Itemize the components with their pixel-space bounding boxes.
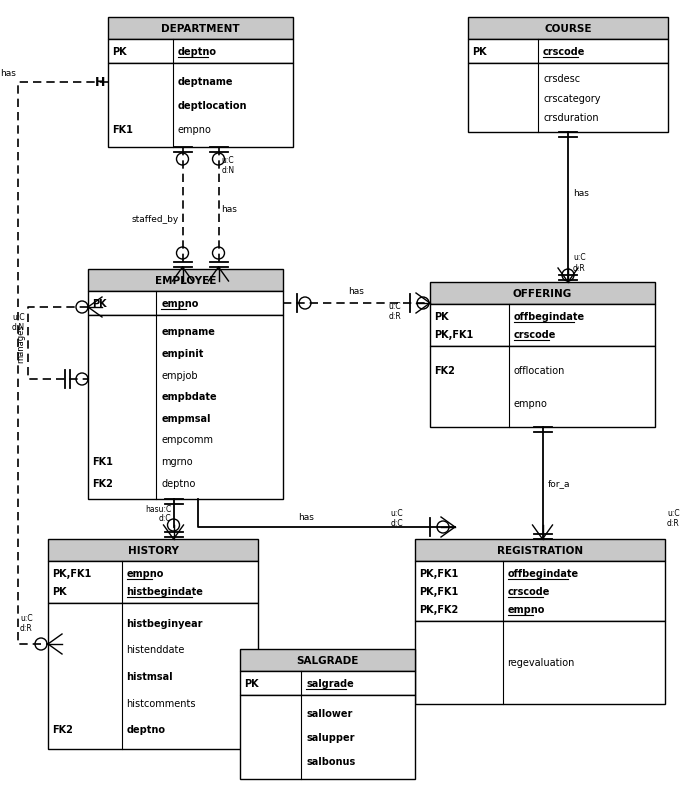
Text: for_a: for_a [547,479,570,488]
Text: PK,FK1: PK,FK1 [434,330,473,339]
Text: regevaluation: regevaluation [508,658,575,668]
Text: crscode: crscode [514,330,556,339]
Text: has: has [298,512,314,521]
Bar [430,346,655,427]
Text: has: has [0,69,16,78]
Text: crscode: crscode [543,47,585,57]
Text: FK1: FK1 [92,456,113,467]
Text: EMPLOYEE: EMPLOYEE [155,276,216,286]
Text: d:C: d:C [159,513,172,522]
Text: deptname: deptname [178,77,233,87]
Bar [240,671,415,695]
Text: histmsal: histmsal [126,671,173,681]
Text: COURSE: COURSE [544,24,592,34]
Text: deptno: deptno [178,47,217,57]
Text: empmsal: empmsal [161,413,210,423]
Text: histbegindate: histbegindate [126,586,204,596]
Text: has: has [221,205,237,213]
Text: PK: PK [244,678,259,688]
Text: empno: empno [514,399,548,408]
Text: empno: empno [161,298,199,309]
Text: empjob: empjob [161,370,198,380]
Text: hasu:C: hasu:C [146,504,172,513]
Text: histenddate: histenddate [126,645,185,654]
Text: crscode: crscode [508,586,550,596]
Bar [240,695,415,779]
Text: PK: PK [112,47,127,57]
Text: mgrno: mgrno [161,456,193,467]
Text: empinit: empinit [161,348,204,358]
Text: u:C
d:R: u:C d:R [20,613,32,632]
Text: u:C
d:C: u:C d:C [391,508,403,528]
Text: H: H [95,76,105,89]
Text: crsdesc: crsdesc [543,74,580,83]
Text: u:C
d:R: u:C d:R [388,302,402,321]
Bar [88,269,283,292]
Bar [108,18,293,40]
Text: offbegindate: offbegindate [514,312,585,322]
Text: empno: empno [178,125,212,135]
Bar [108,64,293,148]
Bar [48,561,258,603]
Bar [430,305,655,346]
Text: has: has [573,188,589,197]
Text: deptno: deptno [126,724,166,734]
Text: OFFERING: OFFERING [513,289,572,298]
Text: staffed_by: staffed_by [131,214,179,223]
Text: PK: PK [434,312,448,322]
Text: empcomm: empcomm [161,435,213,445]
Bar [88,292,283,316]
Text: SALGRADE: SALGRADE [296,655,359,665]
Bar [430,282,655,305]
Text: offlocation: offlocation [514,366,565,376]
Bar [468,40,668,64]
Bar [48,603,258,749]
Bar [468,64,668,133]
Text: empno: empno [508,604,545,614]
Text: sallower: sallower [306,708,353,718]
Bar [108,40,293,64]
Text: crscategory: crscategory [543,93,600,103]
Bar [468,18,668,40]
Text: u:C
d:R: u:C d:R [573,253,586,273]
Text: salupper: salupper [306,732,355,742]
Text: PK,FK1: PK,FK1 [52,569,91,578]
Text: DEPARTMENT: DEPARTMENT [161,24,240,34]
Text: PK: PK [52,586,67,596]
Text: FK1: FK1 [112,125,133,135]
Text: empname: empname [161,327,215,337]
Text: PK,FK1: PK,FK1 [419,569,458,578]
Bar [415,622,665,704]
Text: deptlocation: deptlocation [178,101,247,111]
Text: histbeginyear: histbeginyear [126,618,203,628]
Bar [88,316,283,500]
Text: salgrade: salgrade [306,678,354,688]
Text: deptno: deptno [161,478,196,488]
Text: u:C
d:R: u:C d:R [667,508,680,528]
Text: HISTORY: HISTORY [128,545,179,555]
Bar [48,539,258,561]
Bar [415,561,665,622]
Text: manages: manages [16,324,25,363]
Text: crsduration: crsduration [543,113,599,123]
Bar [240,649,415,671]
Text: FK2: FK2 [434,366,455,376]
Text: PK: PK [472,47,486,57]
Text: u:C
d:N: u:C d:N [12,313,25,332]
Text: PK,FK2: PK,FK2 [419,604,458,614]
Text: has: has [348,286,364,296]
Text: offbegindate: offbegindate [508,569,579,578]
Bar [415,539,665,561]
Text: u:C
d:N: u:C d:N [221,156,235,175]
Text: FK2: FK2 [92,478,113,488]
Text: PK: PK [92,298,107,309]
Text: salbonus: salbonus [306,756,355,766]
Text: empno: empno [126,569,164,578]
Text: empbdate: empbdate [161,391,217,402]
Text: PK,FK1: PK,FK1 [419,586,458,596]
Text: FK2: FK2 [52,724,73,734]
Text: histcomments: histcomments [126,698,196,707]
Text: REGISTRATION: REGISTRATION [497,545,583,555]
